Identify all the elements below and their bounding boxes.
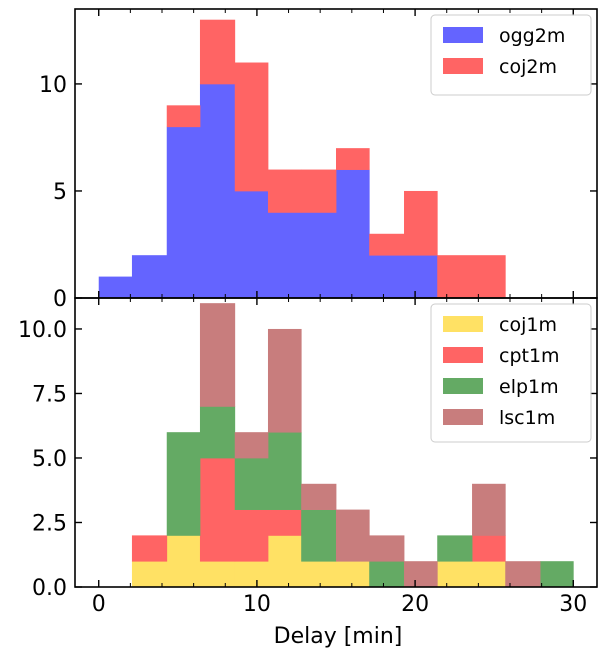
bar-lsc1m-6 [404, 561, 438, 588]
bar-coj2m-6 [369, 233, 405, 256]
bar-coj1m-0 [131, 561, 168, 588]
y-tick-label: 0 [53, 287, 67, 312]
legend-label-lsc1m: lsc1m [499, 407, 555, 429]
legend-swatch-elp1m [443, 378, 483, 394]
x-tick-label: 10 [243, 592, 271, 617]
top-histogram-panel: 0 5 10 ogg2m coj2m [39, 8, 598, 312]
bar-cpt1m-1 [199, 457, 236, 562]
bar-cpt1m-4 [472, 535, 506, 562]
bar-lsc1m-2 [267, 328, 302, 433]
y-tick-label: 5 [53, 180, 67, 205]
bar-lsc1m-7 [472, 483, 506, 536]
bar-coj1m-1 [166, 535, 201, 588]
bar-ogg2m-4 [234, 190, 269, 299]
bar-coj1m-6 [336, 561, 370, 588]
bar-ogg2m-3 [199, 83, 236, 299]
y-tick-label: 0.0 [32, 576, 67, 601]
legend-swatch-coj2m [443, 58, 483, 74]
bar-lsc1m-3 [301, 483, 337, 510]
bar-coj1m-8 [472, 561, 506, 588]
bottom-histogram-panel: 0.0 2.5 5.0 7.5 10.0 0 10 20 30 coj1m cpt1m elp1m ls… [18, 297, 598, 617]
x-tick-label: 30 [559, 592, 587, 617]
bar-ogg2m-6 [301, 212, 337, 299]
bar-lsc1m-4 [336, 509, 370, 562]
y-tick-label: 5.0 [32, 447, 67, 472]
bar-elp1m-1 [199, 406, 236, 459]
bar-coj2m-0 [166, 105, 201, 128]
legend-swatch-coj1m [443, 316, 483, 332]
bar-coj2m-2 [234, 62, 269, 192]
bar-coj2m-1 [199, 19, 236, 85]
bar-coj1m-2 [199, 561, 236, 588]
bar-elp1m-0 [166, 432, 201, 536]
bar-coj1m-3 [234, 561, 269, 588]
legend-swatch-lsc1m [443, 409, 483, 425]
bar-coj2m-7 [404, 190, 438, 256]
bar-ogg2m-8 [369, 255, 405, 299]
bar-coj2m-8 [437, 255, 506, 299]
y-tick-label: 10 [39, 73, 67, 98]
x-tick-label: 0 [92, 592, 106, 617]
bar-lsc1m-0 [199, 303, 236, 407]
bar-elp1m-7 [540, 561, 574, 588]
bar-coj2m-3 [267, 169, 302, 213]
bar-elp1m-5 [369, 561, 405, 588]
bar-coj2m-4 [301, 169, 337, 213]
legend-label-ogg2m: ogg2m [499, 25, 565, 47]
bar-coj1m-4 [267, 535, 302, 588]
y-tick-label: 2.5 [32, 511, 67, 536]
legend-box [430, 303, 592, 443]
legend-label-cpt1m: cpt1m [499, 345, 560, 367]
bar-lsc1m-5 [369, 535, 405, 562]
bar-ogg2m-5 [267, 212, 302, 299]
bar-elp1m-6 [437, 535, 473, 562]
bar-cpt1m-0 [131, 535, 168, 562]
bar-coj1m-7 [437, 561, 473, 588]
plot-frame [74, 297, 598, 588]
bar-elp1m-2 [234, 457, 269, 510]
bar-lsc1m-1 [234, 432, 269, 459]
legend-label-coj1m: coj1m [499, 314, 557, 336]
bar-coj2m-5 [336, 148, 370, 170]
x-tick-label: 20 [401, 592, 429, 617]
legend-label-coj2m: coj2m [499, 56, 557, 78]
legend-label-elp1m: elp1m [499, 376, 559, 398]
bar-cpt1m-3 [267, 509, 302, 536]
bar-elp1m-4 [301, 509, 337, 562]
y-tick-label: 7.5 [32, 382, 67, 407]
bar-coj1m-5 [301, 561, 337, 588]
bar-elp1m-3 [267, 432, 302, 510]
bar-ogg2m-0 [98, 276, 133, 299]
y-tick-label: 10.0 [18, 318, 67, 343]
bar-ogg2m-2 [166, 126, 201, 299]
legend-swatch-cpt1m [443, 347, 483, 363]
bar-lsc1m-8 [505, 561, 541, 588]
bar-ogg2m-1 [131, 255, 168, 299]
legend-swatch-ogg2m [443, 27, 483, 43]
x-axis-label: Delay [min] [274, 624, 403, 649]
bar-ogg2m-7 [336, 169, 370, 299]
bar-ogg2m-9 [404, 255, 438, 299]
bar-cpt1m-2 [234, 509, 269, 562]
